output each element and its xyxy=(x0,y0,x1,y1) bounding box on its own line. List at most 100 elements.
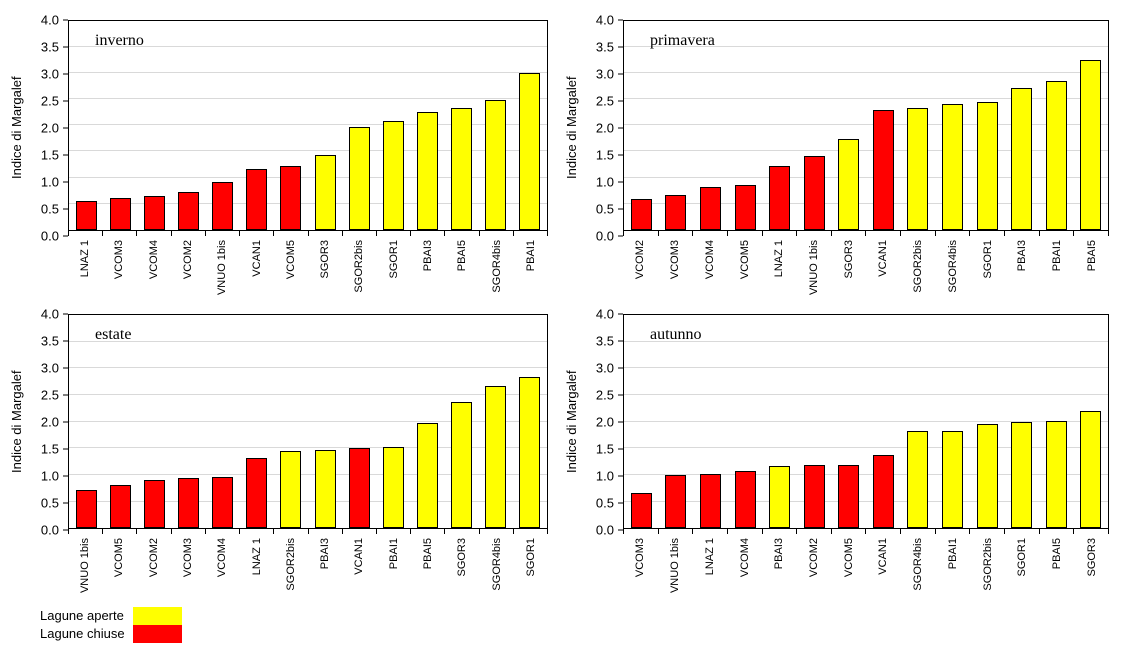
y-tick-mark xyxy=(618,475,623,477)
y-tick-mark xyxy=(618,235,623,237)
x-tick-label: VNUO 1bis xyxy=(216,239,229,295)
bar xyxy=(382,446,404,529)
bar-slot xyxy=(693,315,728,529)
x-tick-mark xyxy=(172,230,206,236)
bar xyxy=(348,447,370,529)
bar xyxy=(665,194,687,230)
x-label-slot: SGOR3 xyxy=(831,240,866,302)
y-tick-label: 1.0 xyxy=(595,174,614,190)
x-label-slot: SGOR4bis xyxy=(479,240,513,302)
x-tick-label: VCOM2 xyxy=(634,239,647,279)
y-tick-mark xyxy=(63,313,68,315)
x-label-slot: SGOR4bis xyxy=(479,538,513,602)
x-tick-label: SGOR2bis xyxy=(353,239,366,293)
x-label-slot: VNUO 1bis xyxy=(658,538,693,602)
bar-slot xyxy=(445,315,479,529)
bar xyxy=(212,477,234,529)
x-tick-label: VCOM4 xyxy=(703,239,716,279)
gridline xyxy=(69,98,547,100)
bar-slot xyxy=(103,315,137,529)
x-label-slot: VCOM5 xyxy=(102,538,136,602)
x-tick-mark xyxy=(206,230,241,236)
bar-slot xyxy=(624,21,659,230)
y-tick-label: 2.0 xyxy=(595,120,614,136)
y-axis-title-area: Indice di Margalef xyxy=(8,314,28,602)
x-tick-mark xyxy=(797,529,832,535)
y-axis-title-area: Indice di Margalef xyxy=(8,20,28,302)
gridline xyxy=(624,340,1108,342)
x-label-slot: VCAN1 xyxy=(866,240,901,302)
bar xyxy=(246,168,268,230)
x-tick-label: VCAN1 xyxy=(877,239,890,277)
plot-area: primavera xyxy=(623,20,1109,231)
x-tick-mark xyxy=(624,529,659,535)
bar xyxy=(734,185,756,230)
x-tick-label: PBAI5 xyxy=(1050,538,1063,570)
x-tick-mark xyxy=(1040,230,1075,236)
bar xyxy=(630,199,652,230)
x-tick-label: SGOR1 xyxy=(981,239,994,279)
x-tick-label: SGOR2bis xyxy=(912,239,925,293)
y-axis-title: Indice di Margalef xyxy=(9,370,24,474)
x-label-slot: PBAI5 xyxy=(1074,240,1109,302)
x-tick-mark xyxy=(206,529,241,535)
x-label-slot: VCOM3 xyxy=(658,240,693,302)
bar xyxy=(699,473,721,529)
gridline xyxy=(624,500,1108,502)
gridline xyxy=(624,447,1108,449)
bar-slot xyxy=(308,315,342,529)
x-label-slot: PBAI3 xyxy=(411,240,445,302)
bar-slot xyxy=(410,21,444,230)
bar-slot xyxy=(935,315,970,529)
y-tick-mark xyxy=(63,367,68,369)
x-label-slot: VNUO 1bis xyxy=(205,240,239,302)
bar-slot xyxy=(693,21,728,230)
y-tick-label: 0.0 xyxy=(595,228,614,244)
y-tick-label: 4.0 xyxy=(40,306,59,322)
bar-slot xyxy=(410,315,444,529)
x-tick-mark xyxy=(480,529,514,535)
x-label-slot: SGOR2bis xyxy=(274,538,308,602)
bar xyxy=(143,480,165,529)
x-label-slot: PBAI5 xyxy=(411,538,445,602)
x-label-slot: PBAI1 xyxy=(377,538,411,602)
x-tick-mark xyxy=(693,529,728,535)
x-tick-mark xyxy=(103,529,138,535)
bar xyxy=(519,377,541,529)
bar-slot xyxy=(797,21,832,230)
y-tick-label: 3.5 xyxy=(595,39,614,55)
x-label-slot: SGOR2bis xyxy=(342,240,376,302)
x-label-slot: SGOR3 xyxy=(445,538,479,602)
bar xyxy=(872,454,894,529)
x-label-slot: SGOR1 xyxy=(514,538,548,602)
bar xyxy=(246,458,268,529)
y-tick-mark xyxy=(618,448,623,450)
x-tick-mark xyxy=(240,230,275,236)
x-tick-label: PBAI5 xyxy=(1085,239,1098,271)
bar xyxy=(485,386,507,529)
bar-slot xyxy=(513,21,547,230)
x-tick-mark xyxy=(1074,529,1109,535)
bar-slot xyxy=(1039,21,1074,230)
bar-slot xyxy=(797,315,832,529)
x-label-slot: PBAI1 xyxy=(1040,240,1075,302)
gridline xyxy=(69,46,547,48)
x-label-slot: LNAZ 1 xyxy=(239,538,273,602)
x-tick-label: SGOR1 xyxy=(524,538,537,577)
x-tick-label: PBAI3 xyxy=(319,538,332,570)
gridline xyxy=(624,202,1108,204)
x-tick-mark xyxy=(274,230,309,236)
y-tick-label: 0.5 xyxy=(40,201,59,217)
x-tick-mark xyxy=(901,529,936,535)
x-tick-mark xyxy=(832,529,867,535)
x-tick-label: VCOM3 xyxy=(669,239,682,279)
x-tick-label: SGOR4bis xyxy=(490,239,503,293)
x-tick-label: VCAN1 xyxy=(353,538,366,575)
gridline xyxy=(69,72,547,74)
bar-slot xyxy=(935,21,970,230)
plot-area: estate xyxy=(68,314,548,530)
y-tick-mark xyxy=(618,313,623,315)
x-tick-mark xyxy=(343,529,377,535)
gridline xyxy=(69,340,547,342)
x-tick-label: SGOR2bis xyxy=(284,538,297,591)
